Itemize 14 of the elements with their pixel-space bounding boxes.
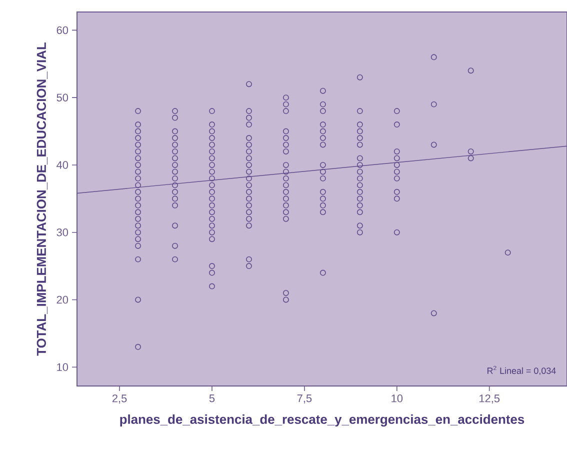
- y-axis-title: TOTAL_IMPLEMENTACION_DE_EDUCACION_VIAL: [36, 42, 48, 356]
- x-tick-label: 12,5: [480, 394, 500, 404]
- y-tick-label: 20: [56, 296, 68, 304]
- x-axis-title: planes_de_asistencia_de_rescate_y_emergencias_en_accidentes: [120, 414, 524, 427]
- y-tick-label: 50: [56, 94, 68, 102]
- x-tick-label: 7,5: [297, 394, 312, 404]
- y-tick-label: 30: [56, 228, 68, 236]
- x-tick-label: 2,5: [112, 394, 127, 404]
- y-tick-label: 60: [56, 26, 68, 34]
- annotation: R$^{2}$ Lineal = 0,034: [487, 366, 556, 375]
- x-tick-label: 10: [392, 394, 403, 402]
- y-tick-label: 10: [57, 363, 68, 372]
- x-tick-label: 5: [209, 394, 215, 402]
- y-tick-label: 40: [56, 161, 68, 169]
